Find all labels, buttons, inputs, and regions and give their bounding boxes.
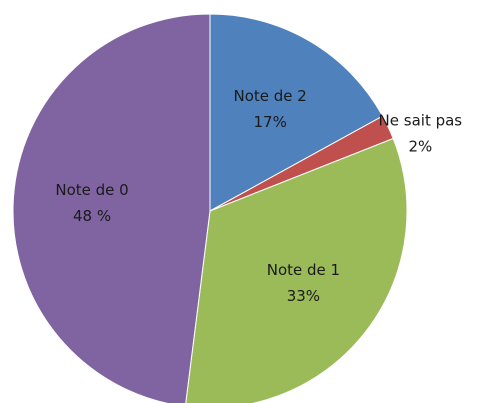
slice-value-label: 48 % (73, 207, 111, 225)
pie-slice (185, 137, 408, 403)
pie-slice (209, 13, 384, 212)
slice-value-label: 2% (408, 138, 432, 156)
slice-label: Ne sait pas (379, 112, 463, 130)
pie-slice (12, 13, 211, 403)
slice-value-label: 17% (253, 113, 286, 131)
slice-label: Note de 1 (267, 261, 340, 279)
slice-label: Note de 0 (55, 181, 128, 199)
slice-label: Note de 2 (233, 87, 306, 105)
slice-value-label: 33% (287, 287, 320, 305)
